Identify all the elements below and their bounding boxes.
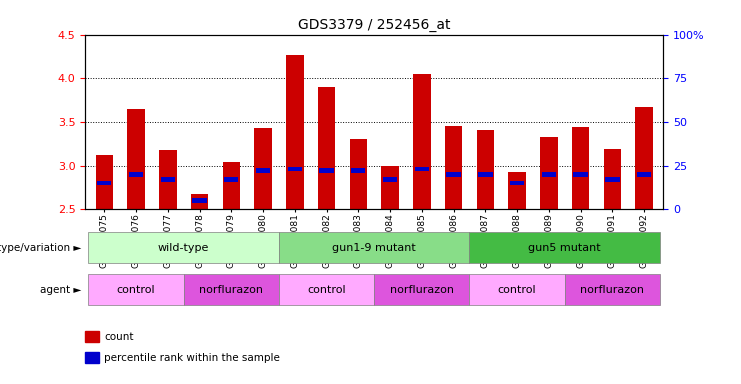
Bar <box>510 180 524 185</box>
Text: agent ►: agent ► <box>40 285 82 295</box>
Bar <box>193 198 207 203</box>
Bar <box>565 274 660 306</box>
Bar <box>350 139 367 209</box>
Text: gun1-9 mutant: gun1-9 mutant <box>332 243 416 253</box>
Text: norflurazon: norflurazon <box>580 285 645 295</box>
Bar <box>413 74 431 209</box>
Text: gun5 mutant: gun5 mutant <box>528 243 601 253</box>
Bar <box>222 162 240 209</box>
Bar <box>383 177 397 182</box>
Text: control: control <box>498 285 536 295</box>
Bar <box>351 169 365 173</box>
Text: control: control <box>308 285 346 295</box>
Bar <box>446 172 461 177</box>
Bar <box>470 232 660 263</box>
Text: wild-type: wild-type <box>158 243 210 253</box>
Bar <box>540 137 557 209</box>
Bar <box>319 169 333 173</box>
Bar <box>184 274 279 306</box>
Bar <box>288 167 302 172</box>
Text: norflurazon: norflurazon <box>199 285 263 295</box>
Bar <box>191 194 208 209</box>
Bar <box>636 107 653 209</box>
Bar <box>159 150 176 209</box>
Text: genotype/variation ►: genotype/variation ► <box>0 243 82 253</box>
Bar <box>161 177 175 182</box>
Bar <box>415 167 429 172</box>
Bar <box>542 172 556 177</box>
Bar <box>279 232 470 263</box>
Bar <box>637 172 651 177</box>
Bar <box>476 130 494 209</box>
Bar <box>605 177 619 182</box>
Text: count: count <box>104 332 134 342</box>
Bar <box>88 274 184 306</box>
Bar <box>374 274 470 306</box>
Bar <box>318 87 335 209</box>
Bar <box>604 149 621 209</box>
Bar <box>470 274 565 306</box>
Bar <box>97 180 111 185</box>
Bar <box>445 126 462 209</box>
Bar <box>256 169 270 173</box>
Bar <box>254 128 272 209</box>
Bar <box>127 109 144 209</box>
Bar <box>382 166 399 209</box>
Text: norflurazon: norflurazon <box>390 285 453 295</box>
Bar <box>96 155 113 209</box>
Bar <box>129 172 143 177</box>
Bar <box>508 172 526 209</box>
Bar <box>286 55 304 209</box>
Title: GDS3379 / 252456_at: GDS3379 / 252456_at <box>298 18 451 32</box>
Bar <box>279 274 374 306</box>
Bar <box>478 172 493 177</box>
Text: control: control <box>117 285 156 295</box>
Bar <box>574 172 588 177</box>
Bar <box>224 177 239 182</box>
Bar <box>572 127 589 209</box>
Bar <box>88 232 279 263</box>
Text: percentile rank within the sample: percentile rank within the sample <box>104 353 280 363</box>
